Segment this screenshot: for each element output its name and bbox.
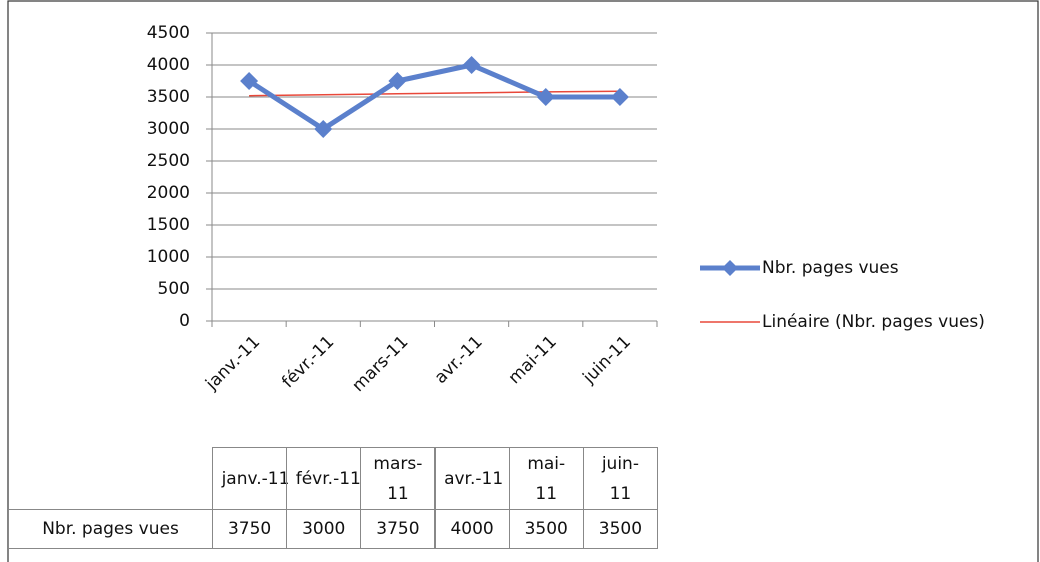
row-header-text: Nbr. pages vues <box>42 519 179 539</box>
x-tick-label: janv.-11 <box>201 332 264 395</box>
column-header-text: avr.-11 <box>444 468 504 489</box>
table-value-text: 3500 <box>598 519 643 539</box>
column-header-text: févr.-11 <box>295 468 361 489</box>
table-value: 3500 <box>508 509 584 549</box>
x-tick-label: mars-11 <box>348 332 412 396</box>
column-header: mai-11 <box>508 447 584 510</box>
row-header: Nbr. pages vues <box>8 509 213 549</box>
column-header: avr.-11 <box>434 447 510 510</box>
y-tick-label: 0 <box>179 311 190 331</box>
y-tick-label: 4000 <box>147 55 190 75</box>
column-header: févr.-11 <box>286 447 362 510</box>
chart-frame <box>7 0 1039 562</box>
marker <box>240 72 259 90</box>
x-tick-label: juin-11 <box>579 332 635 388</box>
marker <box>388 72 407 90</box>
y-tick-label: 1500 <box>147 215 190 235</box>
table-value-text: 4000 <box>450 519 494 539</box>
x-tick-label: mai-11 <box>505 332 561 388</box>
y-tick-label: 4500 <box>147 23 190 43</box>
y-tick-label: 1000 <box>147 247 190 267</box>
series-line <box>247 62 620 132</box>
legend-marker <box>722 260 738 276</box>
table-value: 3500 <box>582 509 658 549</box>
table-value-text: 3750 <box>227 519 272 539</box>
table-value-text: 3750 <box>376 519 420 539</box>
table-value: 4000 <box>434 509 510 549</box>
table-value-text: 3500 <box>524 519 568 539</box>
y-tick-label: 500 <box>158 279 190 299</box>
column-header: janv.-11 <box>212 447 290 510</box>
column-header-text: janv.-11 <box>221 468 290 489</box>
marker <box>314 120 333 138</box>
column-header: juin-11 <box>582 447 658 510</box>
column-header-text: juin-11 <box>601 453 639 504</box>
y-tick-label: 2000 <box>147 183 190 203</box>
marker <box>536 88 555 106</box>
y-tick-label: 2500 <box>147 151 190 171</box>
table-value: 3750 <box>212 509 288 549</box>
table-value: 3750 <box>360 509 436 549</box>
marker <box>462 56 481 74</box>
y-tick-label: 3000 <box>147 119 190 139</box>
legend-label: Linéaire (Nbr. pages vues) <box>762 312 985 332</box>
x-tick-label: avr.-11 <box>431 332 487 388</box>
column-header-text: mai-11 <box>527 453 566 504</box>
trendline <box>249 90 620 97</box>
legend-label: Nbr. pages vues <box>762 258 899 278</box>
x-tick-label: févr.-11 <box>278 332 338 392</box>
table-value: 3000 <box>286 509 362 549</box>
column-header: mars-11 <box>360 447 436 510</box>
table-value-text: 3000 <box>302 519 346 539</box>
y-tick-label: 3500 <box>147 87 190 107</box>
marker <box>610 88 629 106</box>
column-header-text: mars-11 <box>373 453 423 504</box>
